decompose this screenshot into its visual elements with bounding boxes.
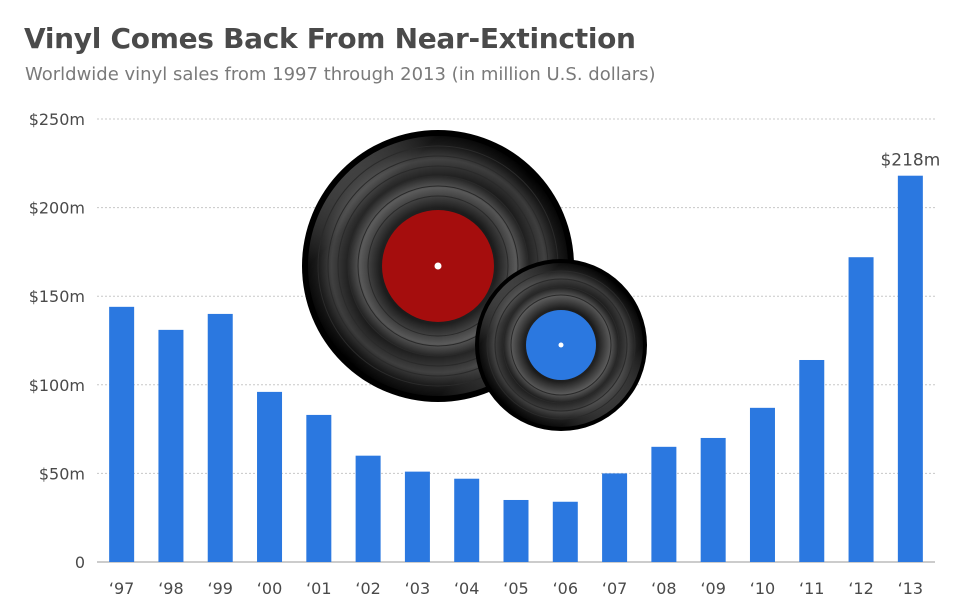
bar	[306, 414, 332, 562]
y-tick-label: $100m	[29, 376, 85, 395]
x-tick-label: ‘11	[799, 579, 824, 598]
chart-subtitle: Worldwide vinyl sales from 1997 through …	[25, 64, 656, 85]
x-tick-label: ‘13	[898, 579, 923, 598]
y-tick-label: $150m	[29, 287, 85, 306]
x-tick-label: ‘99	[208, 579, 233, 598]
bar	[355, 455, 381, 562]
bar	[799, 359, 825, 562]
bar	[700, 437, 726, 562]
bar	[109, 306, 135, 562]
bar	[651, 446, 677, 562]
x-tick-label: ‘01	[306, 579, 331, 598]
bars	[109, 175, 923, 563]
bar	[454, 478, 480, 562]
x-tick-label: ‘08	[651, 579, 676, 598]
bar	[602, 473, 628, 562]
x-tick-label: ‘98	[158, 579, 183, 598]
bar	[749, 407, 775, 562]
bar	[207, 313, 233, 562]
x-axis: ‘97 ‘98 ‘99 ‘00 ‘01 ‘02 ‘03 ‘04 ‘05 ‘06 ‘07 ‘08 ‘09 ‘…	[109, 579, 923, 598]
x-tick-label: ‘09	[700, 579, 725, 598]
bar	[503, 499, 529, 562]
x-tick-label: ‘02	[355, 579, 380, 598]
bar	[897, 175, 923, 563]
x-tick-label: ‘03	[405, 579, 430, 598]
vinyl-record-small-icon	[475, 259, 647, 431]
x-tick-label: ‘97	[109, 579, 134, 598]
bar	[404, 471, 430, 562]
x-tick-label: ‘07	[602, 579, 627, 598]
x-tick-label: ‘05	[503, 579, 528, 598]
chart-title: Vinyl Comes Back From Near-Extinction	[24, 22, 636, 55]
y-axis: 0 $50m $100m $150m $200m $250m	[29, 110, 85, 572]
x-tick-label: ‘00	[257, 579, 282, 598]
data-label: $218m	[880, 151, 940, 171]
y-tick-label: $250m	[29, 110, 85, 129]
x-tick-label: ‘04	[454, 579, 479, 598]
bar	[158, 329, 184, 562]
bar	[257, 391, 283, 562]
annotations: $218m	[880, 151, 940, 171]
x-tick-label: ‘10	[750, 579, 775, 598]
y-tick-label: 0	[75, 553, 85, 572]
x-tick-label: ‘06	[553, 579, 578, 598]
y-tick-label: $200m	[29, 199, 85, 218]
bar	[848, 257, 874, 562]
y-tick-label: $50m	[39, 464, 85, 483]
x-tick-label: ‘12	[848, 579, 873, 598]
bar	[552, 501, 578, 562]
